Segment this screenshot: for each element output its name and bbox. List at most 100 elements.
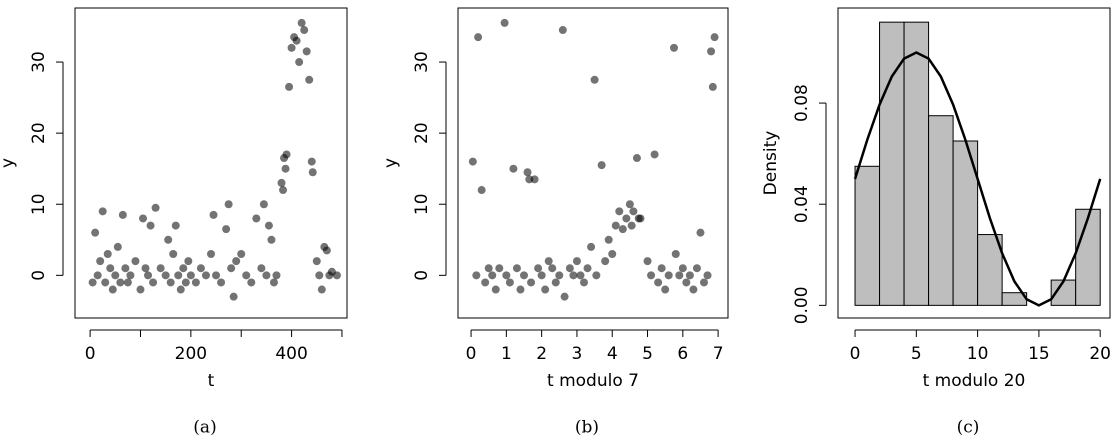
plot-frame: [74, 7, 348, 319]
point: [495, 264, 504, 273]
point: [237, 250, 246, 259]
point: [315, 271, 324, 280]
x-tick-label: 400: [275, 344, 307, 364]
point: [111, 271, 120, 280]
point: [277, 178, 286, 187]
plot-frame: [837, 7, 1111, 319]
point: [664, 271, 673, 280]
point: [627, 221, 636, 230]
point: [703, 271, 712, 280]
y-tick-label: 30: [412, 51, 432, 73]
point: [520, 271, 528, 280]
point: [491, 285, 500, 294]
point: [516, 285, 525, 294]
point: [308, 168, 317, 177]
point: [696, 228, 705, 237]
hist-bar: [928, 115, 954, 306]
x-tick-label: 10: [967, 344, 989, 364]
hist-bar: [1075, 208, 1101, 306]
point: [279, 186, 288, 195]
point: [481, 278, 490, 287]
y-tick-label: 20: [412, 122, 432, 144]
point: [106, 264, 115, 273]
point: [505, 278, 514, 287]
x-tick-label: 4: [607, 344, 618, 364]
point: [707, 47, 716, 56]
point: [692, 264, 701, 273]
y-tick-label: 0.08: [792, 84, 812, 122]
y-tick-label: 0: [412, 270, 432, 281]
point: [229, 292, 238, 301]
point: [201, 271, 210, 280]
point: [257, 264, 266, 273]
caption: (a): [193, 418, 216, 438]
point: [103, 250, 112, 259]
point: [477, 186, 486, 195]
x-tick-label: 20: [1089, 344, 1111, 364]
point: [544, 257, 553, 266]
point: [560, 292, 569, 301]
point: [322, 246, 331, 255]
point: [509, 164, 518, 173]
y-tick-label: 10: [29, 193, 49, 215]
point: [689, 285, 698, 294]
point: [618, 225, 627, 234]
point: [91, 228, 100, 237]
point: [670, 43, 678, 52]
x-tick-label: 1: [501, 344, 512, 364]
point: [632, 154, 641, 163]
point: [285, 82, 294, 91]
point: [287, 43, 296, 52]
point: [295, 58, 304, 67]
point: [488, 271, 497, 280]
point: [541, 285, 550, 294]
point: [625, 200, 634, 209]
point: [317, 285, 326, 294]
point: [196, 264, 205, 273]
point: [242, 271, 251, 280]
point: [569, 271, 578, 280]
point: [149, 278, 158, 287]
point: [101, 278, 110, 287]
point: [700, 278, 708, 287]
point: [472, 271, 481, 280]
point: [537, 271, 546, 280]
point: [622, 214, 631, 223]
point: [209, 210, 218, 219]
x-tick-label: 5: [642, 344, 653, 364]
x-tick-label: 6: [677, 344, 688, 364]
point: [312, 257, 321, 266]
y-axis-title: Density: [761, 131, 781, 196]
point: [267, 235, 276, 244]
x-tick-label: 3: [572, 344, 583, 364]
point: [592, 271, 601, 280]
point: [675, 271, 684, 280]
point: [269, 278, 278, 287]
point: [116, 278, 125, 287]
point: [151, 203, 160, 212]
hist-bar: [854, 165, 881, 306]
point: [527, 278, 536, 287]
point: [587, 242, 596, 251]
point: [98, 207, 107, 216]
point: [297, 18, 306, 27]
point: [500, 18, 509, 27]
y-tick-label: 20: [29, 122, 49, 144]
point: [332, 271, 341, 280]
point: [108, 285, 117, 294]
point: [576, 271, 585, 280]
point: [146, 221, 155, 230]
x-tick-label: 7: [713, 344, 724, 364]
point: [565, 264, 574, 273]
point: [252, 214, 261, 223]
plot-frame: [457, 7, 729, 319]
density-curve: [853, 51, 1102, 307]
point: [572, 257, 581, 266]
hist-bar: [977, 234, 1003, 306]
y-axis-title: y: [381, 158, 401, 168]
x-tick-label: 0: [466, 344, 477, 364]
point: [590, 75, 599, 84]
point: [88, 278, 97, 287]
point: [176, 285, 185, 294]
point: [671, 250, 680, 259]
